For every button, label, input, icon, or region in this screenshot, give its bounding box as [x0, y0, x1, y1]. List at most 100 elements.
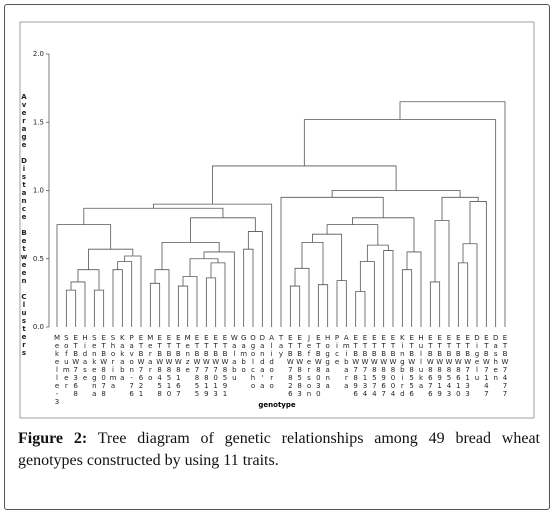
- leaf-label: ETBW8919: [436, 334, 444, 398]
- merge-link: [65, 289, 77, 327]
- y-axis-label: Average Distance Between Clusters: [20, 93, 28, 357]
- merge-link: [247, 231, 263, 327]
- leaf-label: ETBW8078: [100, 334, 108, 398]
- caption-text: Tree diagram of genetic relationships am…: [18, 430, 541, 469]
- merge-link: [289, 285, 301, 327]
- merge-link: [317, 284, 329, 327]
- leaf-label: Alidoro: [268, 334, 276, 390]
- y-tick-label: 0.5: [33, 255, 44, 263]
- leaf-label: Amibara: [342, 334, 350, 390]
- leaf-label: ETBW7896: [352, 334, 360, 398]
- leaf-label: ETBW8458: [156, 334, 164, 398]
- merge-link: [88, 248, 134, 270]
- leaf-label: Mekelle-3: [53, 334, 61, 406]
- leaf-label: ETBW8574: [370, 334, 378, 398]
- leaf-label: ETBW8591: [221, 334, 229, 398]
- merge-link: [77, 269, 100, 291]
- merge-link: [83, 207, 224, 225]
- leaf-label: Menze: [184, 334, 192, 374]
- merge-link: [406, 251, 422, 327]
- chart-border: [19, 21, 535, 419]
- leaf-label: Danda'a: [258, 334, 266, 390]
- y-tick-label: 0.0: [33, 323, 44, 331]
- merge-link: [294, 267, 310, 327]
- merge-link: [355, 291, 366, 327]
- merge-link: [312, 233, 343, 281]
- figure-frame: [4, 4, 550, 510]
- leaf-label: Sofumer: [62, 334, 70, 390]
- leaf-label: ETBW7013: [212, 334, 220, 398]
- leaf-label: ETBW7147: [482, 334, 490, 398]
- leaf-label: Kakaba: [118, 334, 126, 382]
- leaf-label: Walabu: [230, 334, 238, 382]
- merge-link: [280, 196, 384, 327]
- leaf-label: ETBW7134: [361, 334, 369, 398]
- merge-link: [182, 276, 198, 327]
- merge-link: [205, 277, 217, 327]
- x-axis-label: genotype: [258, 401, 295, 409]
- merge-link: [366, 244, 389, 262]
- leaf-label: Hulluka: [417, 334, 425, 390]
- leaf-label: ETBW8676: [426, 334, 434, 398]
- leaf-label: ETBW8556: [408, 334, 416, 398]
- leaf-label: Pice: [333, 334, 341, 366]
- merge-link: [161, 241, 220, 270]
- leaf-label: Kingbird: [398, 334, 406, 398]
- merge-link: [243, 248, 254, 327]
- merge-link: [189, 258, 219, 277]
- leaf-label: ETBW8967: [380, 334, 388, 398]
- y-tick-label: 2.0: [33, 50, 44, 58]
- y-tick-label: 1.0: [33, 187, 44, 195]
- merge-link: [434, 220, 450, 327]
- leaf-label: ETBW7477: [501, 334, 509, 398]
- merge-link: [56, 224, 112, 327]
- merge-link: [301, 241, 324, 285]
- leaf-label: ETBW8167: [174, 334, 182, 398]
- merge-link: [124, 255, 142, 327]
- merge-link: [429, 281, 441, 327]
- chart: Average Distance Between Clusters genoty…: [19, 21, 535, 419]
- merge-link: [212, 165, 397, 205]
- leaf-label: Dashen: [492, 334, 500, 382]
- leaf-label: ETBW8030: [314, 334, 322, 398]
- merge-link: [336, 280, 347, 327]
- leaf-label: ETBW8610: [454, 334, 462, 398]
- leaf-label: Jeferson: [305, 334, 313, 398]
- merge-link: [457, 262, 469, 327]
- merge-link: [401, 269, 413, 327]
- merge-link: [117, 261, 133, 327]
- leaf-label: Digelu: [473, 334, 481, 382]
- merge-link: [326, 224, 379, 246]
- merge-link: [399, 101, 506, 327]
- leaf-label: Hoggana: [324, 334, 332, 390]
- leaf-label: ETBW7819: [202, 334, 210, 398]
- merge-link: [177, 285, 189, 327]
- merge-link: [331, 190, 461, 198]
- leaf-label: ETBW7368: [72, 334, 80, 398]
- merge-link: [383, 250, 394, 327]
- leaf-label: Senkegna: [90, 334, 98, 398]
- merge-link: [469, 201, 487, 327]
- leaf-label: ETBW7826: [286, 334, 294, 398]
- merge-link: [112, 269, 123, 327]
- leaf-label: Shorima: [109, 334, 117, 390]
- merge-link: [462, 243, 478, 327]
- leaf-label: ETBW7133: [464, 334, 472, 398]
- merge-link: [190, 217, 256, 243]
- leaf-label: ETBW8510: [165, 334, 173, 398]
- y-tick-label: 1.5: [33, 118, 44, 126]
- merge-link: [152, 203, 273, 327]
- leaf-label: ETBW8004: [389, 334, 397, 398]
- merge-link: [93, 289, 105, 327]
- merge-link: [359, 261, 375, 327]
- leaf-label: ETBW8583: [296, 334, 304, 398]
- merge-link: [303, 119, 497, 327]
- merge-link: [210, 262, 226, 327]
- merge-link: [352, 217, 415, 252]
- leaf-label: Ogolcho: [249, 334, 257, 390]
- leaf-label: ETBW8543: [445, 334, 453, 398]
- leaf-label: ETBW7621: [137, 334, 145, 398]
- merge-link: [70, 281, 86, 327]
- leaf-label: ETBW7855: [193, 334, 201, 398]
